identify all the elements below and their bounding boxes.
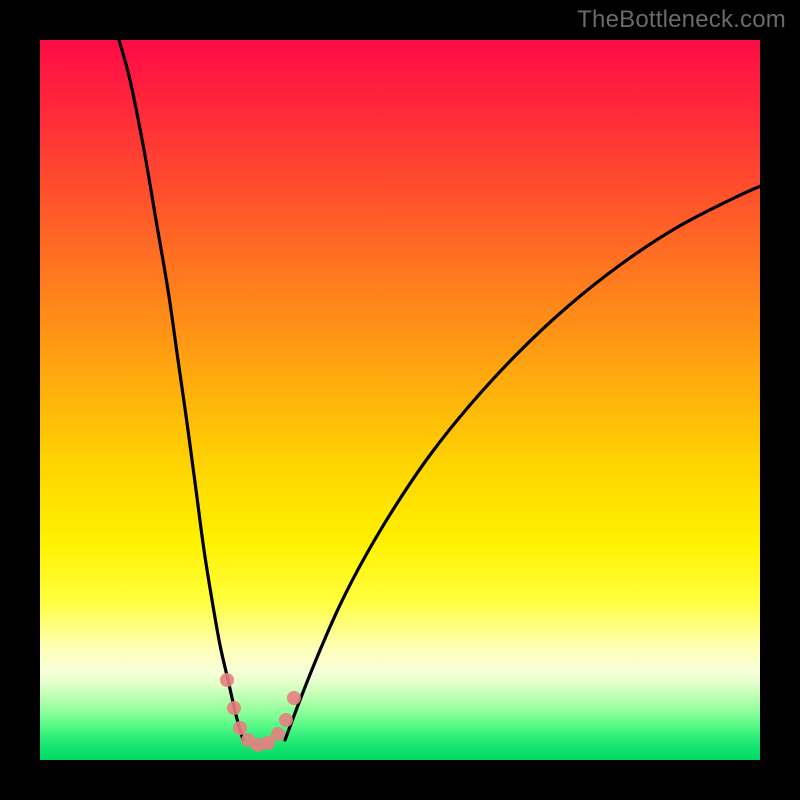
minimum-marker xyxy=(271,727,285,741)
curve-left-branch xyxy=(116,40,243,740)
minimum-marker xyxy=(279,713,293,727)
minimum-markers-group xyxy=(220,673,301,752)
watermark-text: TheBottleneck.com xyxy=(577,6,786,34)
minimum-marker xyxy=(227,701,241,715)
curve-right-branch xyxy=(285,182,760,740)
plot-curves xyxy=(40,40,760,760)
minimum-marker xyxy=(233,721,247,735)
minimum-marker xyxy=(287,691,301,705)
minimum-marker xyxy=(220,673,234,687)
plot-area xyxy=(40,40,760,760)
